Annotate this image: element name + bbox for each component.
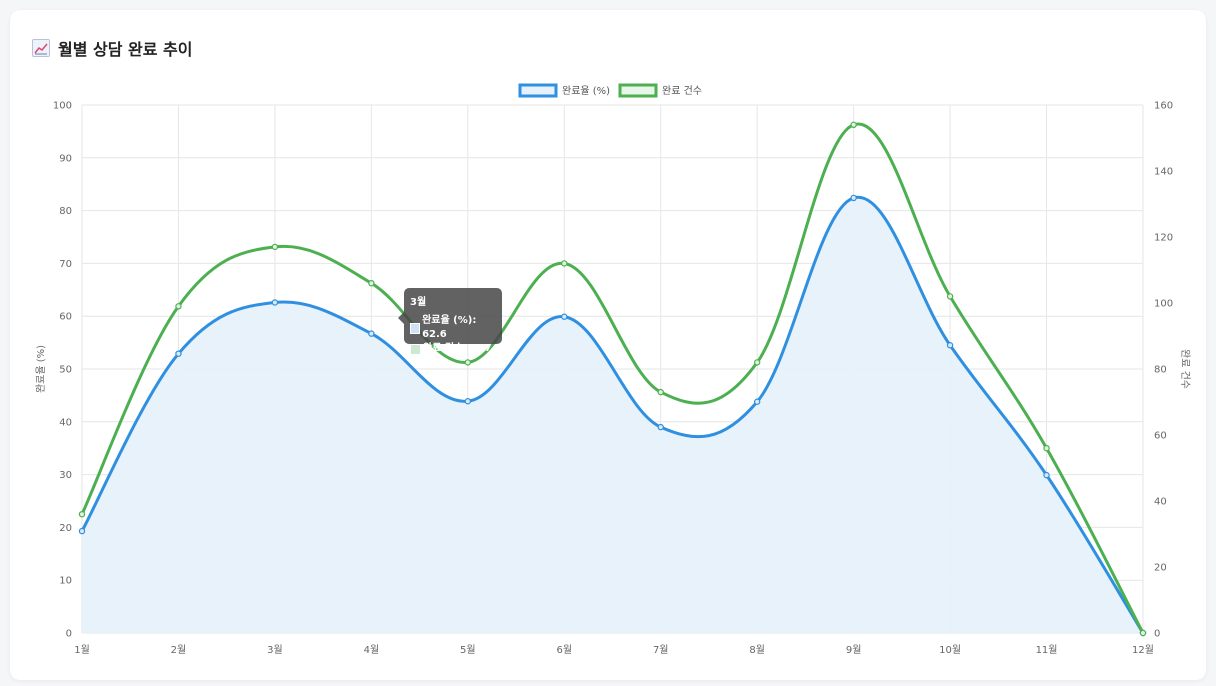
y-tick-label: 0 [66, 629, 72, 640]
y-tick-label: 30 [59, 470, 72, 481]
y-tick-label: 60 [59, 312, 72, 323]
series-count-point [1139, 629, 1147, 637]
chart-tooltip: 3월 완료율 (%): 62.6 완료 건수: 117 [398, 288, 502, 355]
legend-label-rate: 완료율 (%) [562, 85, 610, 97]
series-count-line [80, 122, 1145, 634]
legend-label-count: 완료 건수 [662, 85, 702, 97]
x-tick-label: 10월 [939, 644, 961, 656]
series-rate-point [78, 527, 86, 535]
chart-header: 월별 상담 완료 추이 [32, 36, 192, 60]
y2-tick-label: 160 [1154, 101, 1173, 112]
series-rate-point [1043, 471, 1050, 479]
page-title: 월별 상담 완료 추이 [58, 40, 193, 59]
series-count-point [561, 260, 568, 267]
tooltip-row-count: 완료 건수: 117 [410, 342, 496, 356]
y-tick-label: 40 [59, 417, 72, 428]
series-rate-point [753, 398, 761, 405]
x-tick-label: 2월 [171, 644, 187, 656]
y-tick-label: 20 [59, 523, 72, 534]
series-count-point [464, 359, 472, 366]
series-rate-point [368, 330, 375, 337]
x-tick-label: 12월 [1132, 644, 1154, 656]
x-tick-label: 9월 [846, 644, 862, 656]
x-tick-label: 4월 [364, 644, 380, 656]
y2-tick-label: 40 [1154, 497, 1167, 508]
series-count-point [657, 388, 664, 396]
series-rate-point [271, 299, 279, 306]
tooltip-swatch-count [410, 343, 421, 355]
series-count-point [1043, 445, 1050, 452]
tooltip-label-count: 완료 건수: 117 [423, 343, 492, 354]
tooltip-swatch-rate [410, 322, 421, 334]
series-count-point [368, 280, 375, 287]
y-tick-label: 100 [53, 101, 72, 112]
y2-tick-label: 80 [1154, 365, 1167, 376]
y-tick-label: 10 [59, 576, 72, 587]
series-rate-area [82, 197, 1143, 634]
x-tick-label: 11월 [1036, 644, 1058, 656]
y-tick-label: 80 [59, 206, 72, 217]
x-tick-label: 1월 [74, 644, 90, 656]
y-tick-label: 50 [59, 365, 72, 376]
legend-swatch-count [618, 83, 658, 98]
y2-tick-label: 20 [1154, 563, 1167, 574]
legend-swatch-rate [518, 83, 558, 98]
x-tick-label: 6월 [556, 644, 572, 656]
tooltip-title: 3월 [410, 297, 427, 308]
series-count-point [753, 359, 761, 366]
series-rate-point [657, 423, 664, 431]
series-count-point [175, 303, 182, 310]
y2-tick-label: 100 [1154, 299, 1173, 310]
series-rate-point [946, 342, 954, 349]
series-rate-point [561, 313, 568, 320]
y-tick-label: 70 [59, 259, 72, 270]
y-axis-title: 완료율 (%) [35, 345, 47, 393]
series-rate-point [464, 398, 472, 405]
series-count-point [271, 243, 279, 251]
y2-tick-label: 140 [1154, 167, 1173, 178]
y-tick-label: 90 [59, 153, 72, 164]
series-rate-line [80, 195, 1145, 634]
x-tick-label: 3월 [267, 644, 283, 656]
y2-tick-label: 120 [1154, 233, 1173, 244]
series-count-point [78, 511, 86, 518]
series-count-point [850, 121, 857, 129]
x-tick-label: 8월 [749, 644, 765, 656]
series-rate-point [175, 350, 182, 357]
chart-line-icon [32, 39, 50, 57]
y2-axis-title: 완료 건수 [1179, 349, 1191, 389]
series-rate-point [850, 194, 857, 202]
y2-tick-label: 60 [1154, 431, 1167, 442]
tooltip-label-rate: 완료율 (%): 62.6 [422, 315, 477, 340]
y2-tick-label: 0 [1154, 629, 1160, 640]
tooltip-row-rate: 완료율 (%): 62.6 [410, 314, 496, 342]
x-tick-label: 7월 [653, 644, 669, 656]
x-tick-label: 5월 [460, 644, 476, 656]
series-count-point [946, 293, 954, 300]
